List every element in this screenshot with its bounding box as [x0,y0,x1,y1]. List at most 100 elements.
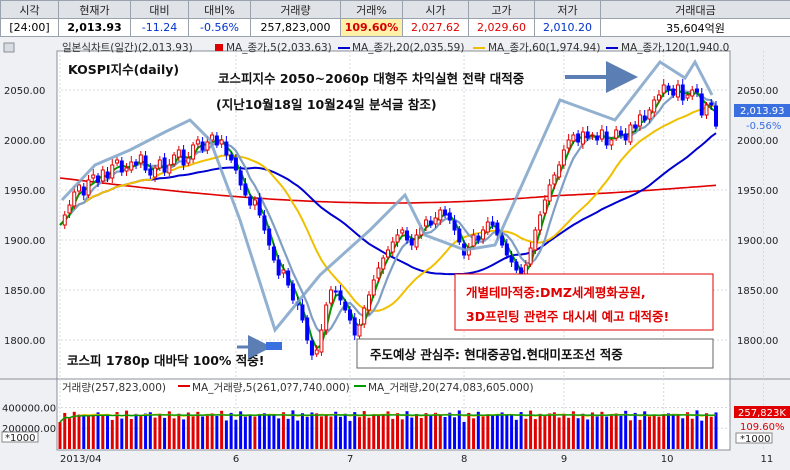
volume-bar [453,417,457,449]
header-high: 고가 [468,0,535,19]
volume-bar [338,416,342,449]
candle-body [195,139,200,145]
legend-ma120: MA_종가,120(1,940.0 [621,42,729,54]
volume-bar [229,412,233,449]
candle-body [243,183,248,196]
candle-body [590,134,595,137]
legend-ma20: MA_종가,20(2,035.59) [352,42,464,54]
volume-bar [163,417,167,449]
candle-body [81,186,86,196]
candle-body [176,149,181,158]
candle-body [409,238,414,246]
candle-body [438,209,443,221]
candle-body [238,170,243,186]
volume-bar [581,413,585,449]
y-tick-label-right: 1850.00 [737,286,778,297]
candle-body [386,249,390,258]
x-tick-label: 6 [233,454,239,465]
volume-bar [267,413,271,449]
candle-body [362,307,367,325]
value-high: 2,029.60 [468,18,535,37]
volume-bar [505,415,509,449]
candle-body [580,131,585,145]
volume-bar [638,419,642,449]
strategy-note-line2: (지난10월18일 10월24일 분석글 참조) [216,97,437,112]
header-change-pct: 대비% [188,0,251,19]
volume-bar [96,412,100,449]
volume-bar [652,414,656,449]
candle-body [110,164,115,179]
volume-bar [662,413,666,449]
volume-bar [248,414,252,449]
volume-bar [329,416,333,449]
candle-body [614,129,619,139]
x-tick-label: 11 [761,454,774,465]
candle-body [157,159,162,169]
candle-body [224,141,229,156]
ma-long-line [59,177,717,204]
volume-bar [376,414,380,449]
candle-body [338,290,343,301]
volume-bar [191,415,195,449]
value-low: 2,010.20 [534,18,601,37]
volume-bar [714,412,718,449]
candle-body [290,283,295,301]
volume-bar [110,419,114,449]
volume-bar [120,418,124,449]
volume-bar [514,419,518,449]
volume-ma20-line [59,414,717,423]
candle-body [181,149,186,166]
candle-body [609,139,614,146]
volume-bar [600,411,604,449]
volume-bar [643,411,647,449]
candle-body [262,215,267,231]
y-tick-label-left: 1800.00 [4,336,45,347]
volume-bar [685,412,689,449]
candle-body [153,167,158,178]
candle-body [633,124,638,129]
legend-main: 일본식차트(일간)(2,013.93) [62,41,193,54]
vol-badge [734,406,790,418]
theme-note-border [454,273,714,331]
candlesticks [62,79,718,360]
volume-bar [647,416,651,449]
candle-body [595,135,600,141]
candle-body [495,222,500,236]
vol-pct-text: 109.60% [740,422,785,433]
price-badges: 2,013.93 -0.56% [734,104,790,132]
price-legend: 일본식차트(일간)(2,013.93) MA_종가,5(2,033.63) MA… [3,41,729,54]
volume-bar [220,410,224,449]
volume-bar [324,414,328,449]
candle-body [547,184,552,202]
legend-collapse-icon[interactable] [3,42,15,53]
vol-y-tick-label: 200000.00 [2,424,56,435]
volume-bar [704,413,708,449]
volume-bar [476,411,480,449]
candle-body [276,259,281,276]
y-tick-label-left: 2050.00 [4,86,45,97]
vol-legend-main: 거래량(257,823,000) [62,382,166,394]
volume-bar [609,415,613,449]
volume-bar [614,413,618,449]
chart-area: 1800.00 1850.00 1900.00 1950.00 2000.00 2050.… [0,37,790,470]
candle-body [124,167,129,172]
volume-bar [372,414,376,449]
candle-body [443,209,448,216]
leader-note-border [356,338,714,369]
candle-body [471,234,476,247]
y-axis-right: 1800.00 1850.00 1900.00 1950.00 2000.00 2050.… [737,86,778,347]
value-time: [24:00] [0,18,59,37]
candle-body [186,157,191,164]
candle-body [267,228,272,246]
candle-body [476,235,481,241]
candle-body [509,256,514,263]
candle-body [538,214,543,231]
volume-bar [524,418,528,449]
candle-body [376,267,381,279]
volume-bar [177,413,181,449]
candle-body [86,179,91,196]
vol-badge-text: 257,823K [738,408,786,419]
candle-body [400,229,405,234]
volume-bar [224,420,228,449]
volume-bar [590,412,594,449]
